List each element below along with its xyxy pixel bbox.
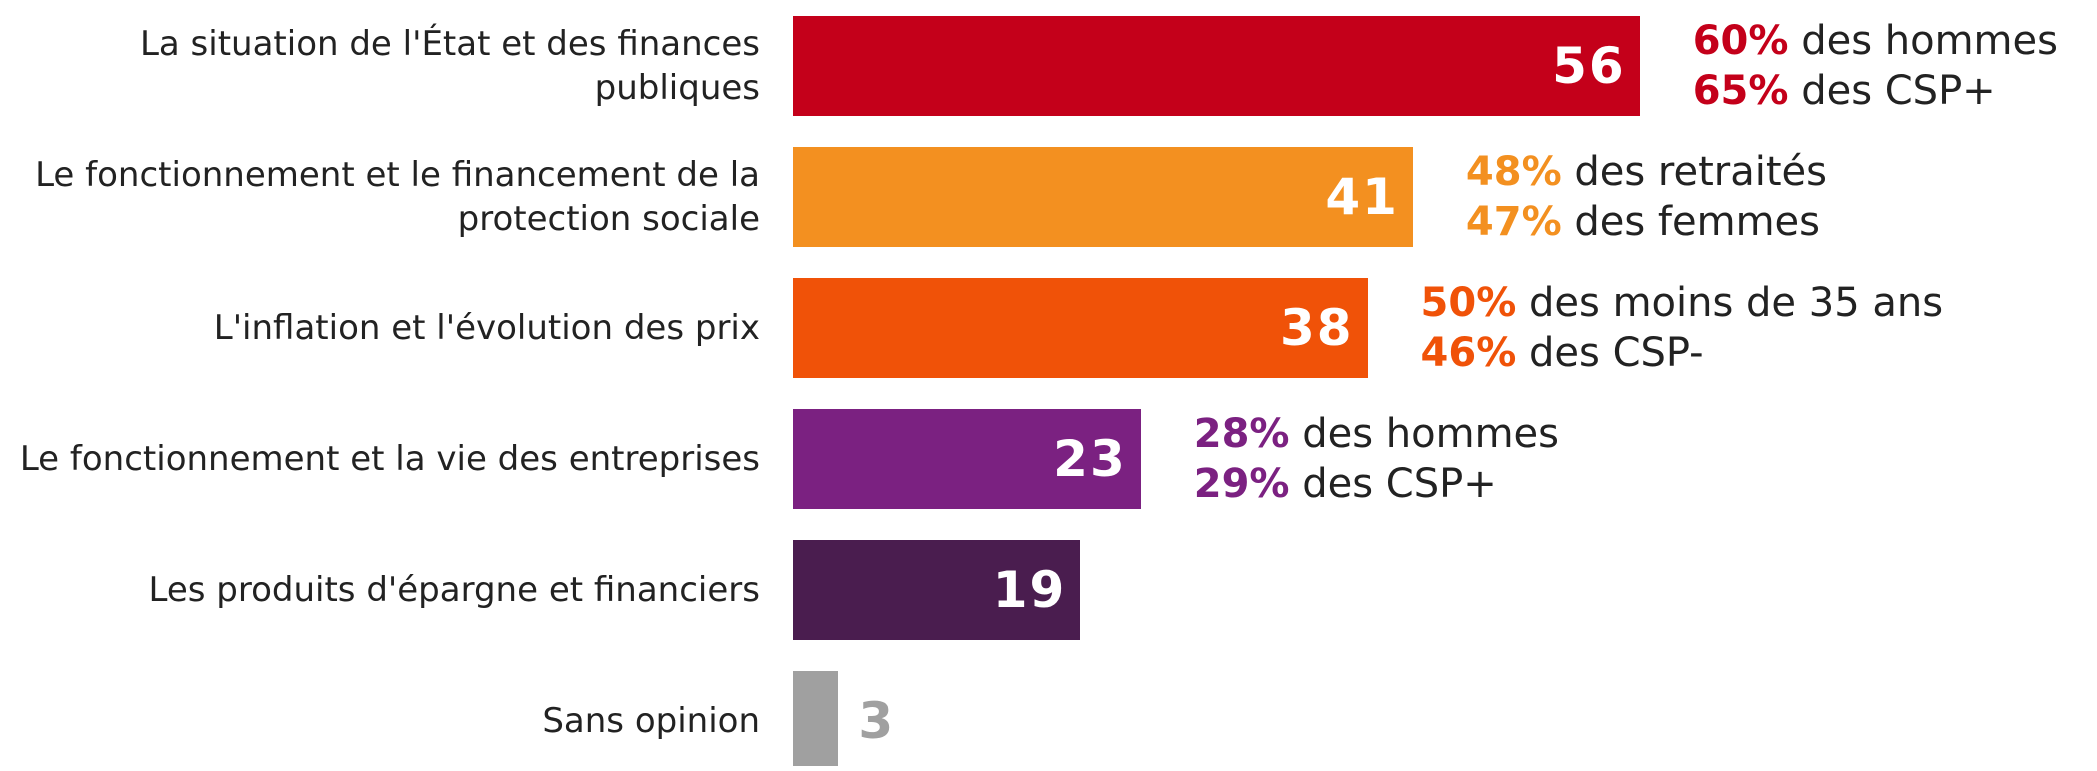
bar — [793, 147, 1413, 247]
bar — [793, 540, 1081, 640]
annotation-highlight: 47% — [1465, 199, 1562, 245]
annotation-text: des CSP- — [1529, 330, 1704, 376]
value-label: 23 — [1053, 430, 1127, 488]
annotation: 60% des hommes — [1693, 16, 2058, 66]
annotation: 28% des hommes — [1194, 409, 1559, 459]
annotation-text: des CSP+ — [1801, 68, 1996, 114]
bar — [793, 671, 839, 766]
annotation: 47% des femmes — [1466, 197, 1820, 247]
bar — [793, 278, 1368, 378]
category-label: La situation de l'État et des finances p… — [139, 24, 760, 108]
category-label: Le fonctionnement et le financement de l… — [35, 155, 760, 239]
value-label: 19 — [992, 561, 1067, 619]
category-label: Le fonctionnement et la vie des entrepri… — [19, 439, 760, 479]
bar — [793, 409, 1141, 509]
annotation-highlight: 48% — [1465, 149, 1562, 195]
annotation: 50% des moins de 35 ans — [1421, 278, 1944, 328]
annotation-text: des femmes — [1574, 199, 1820, 245]
bar — [793, 16, 1640, 116]
annotation-highlight: 50% — [1420, 280, 1517, 326]
annotation-text: des hommes — [1302, 411, 1559, 457]
value-label: 41 — [1325, 168, 1399, 226]
annotation-text: des moins de 35 ans — [1529, 280, 1944, 326]
annotation-text: des hommes — [1801, 18, 2058, 64]
annotation: 46% des CSP- — [1421, 328, 1704, 378]
annotation-highlight: 65% — [1692, 68, 1789, 114]
category-label: Sans opinion — [542, 701, 760, 741]
annotation-highlight: 60% — [1692, 18, 1789, 64]
annotation-highlight: 46% — [1420, 330, 1517, 376]
value-label: 56 — [1552, 37, 1626, 95]
annotation: 29% des CSP+ — [1194, 459, 1497, 509]
annotation-text: des retraités — [1574, 149, 1827, 195]
annotation-text: des CSP+ — [1302, 461, 1497, 507]
annotation-highlight: 29% — [1193, 461, 1290, 507]
annotation: 65% des CSP+ — [1693, 66, 1996, 116]
value-label: 38 — [1279, 299, 1354, 357]
category-label: Les produits d'épargne et financiers — [148, 570, 761, 610]
annotation: 48% des retraités — [1466, 147, 1827, 197]
annotation-highlight: 28% — [1193, 411, 1290, 457]
category-label: L'inflation et l'évolution des prix — [213, 308, 760, 348]
value-label: 3 — [858, 692, 896, 750]
